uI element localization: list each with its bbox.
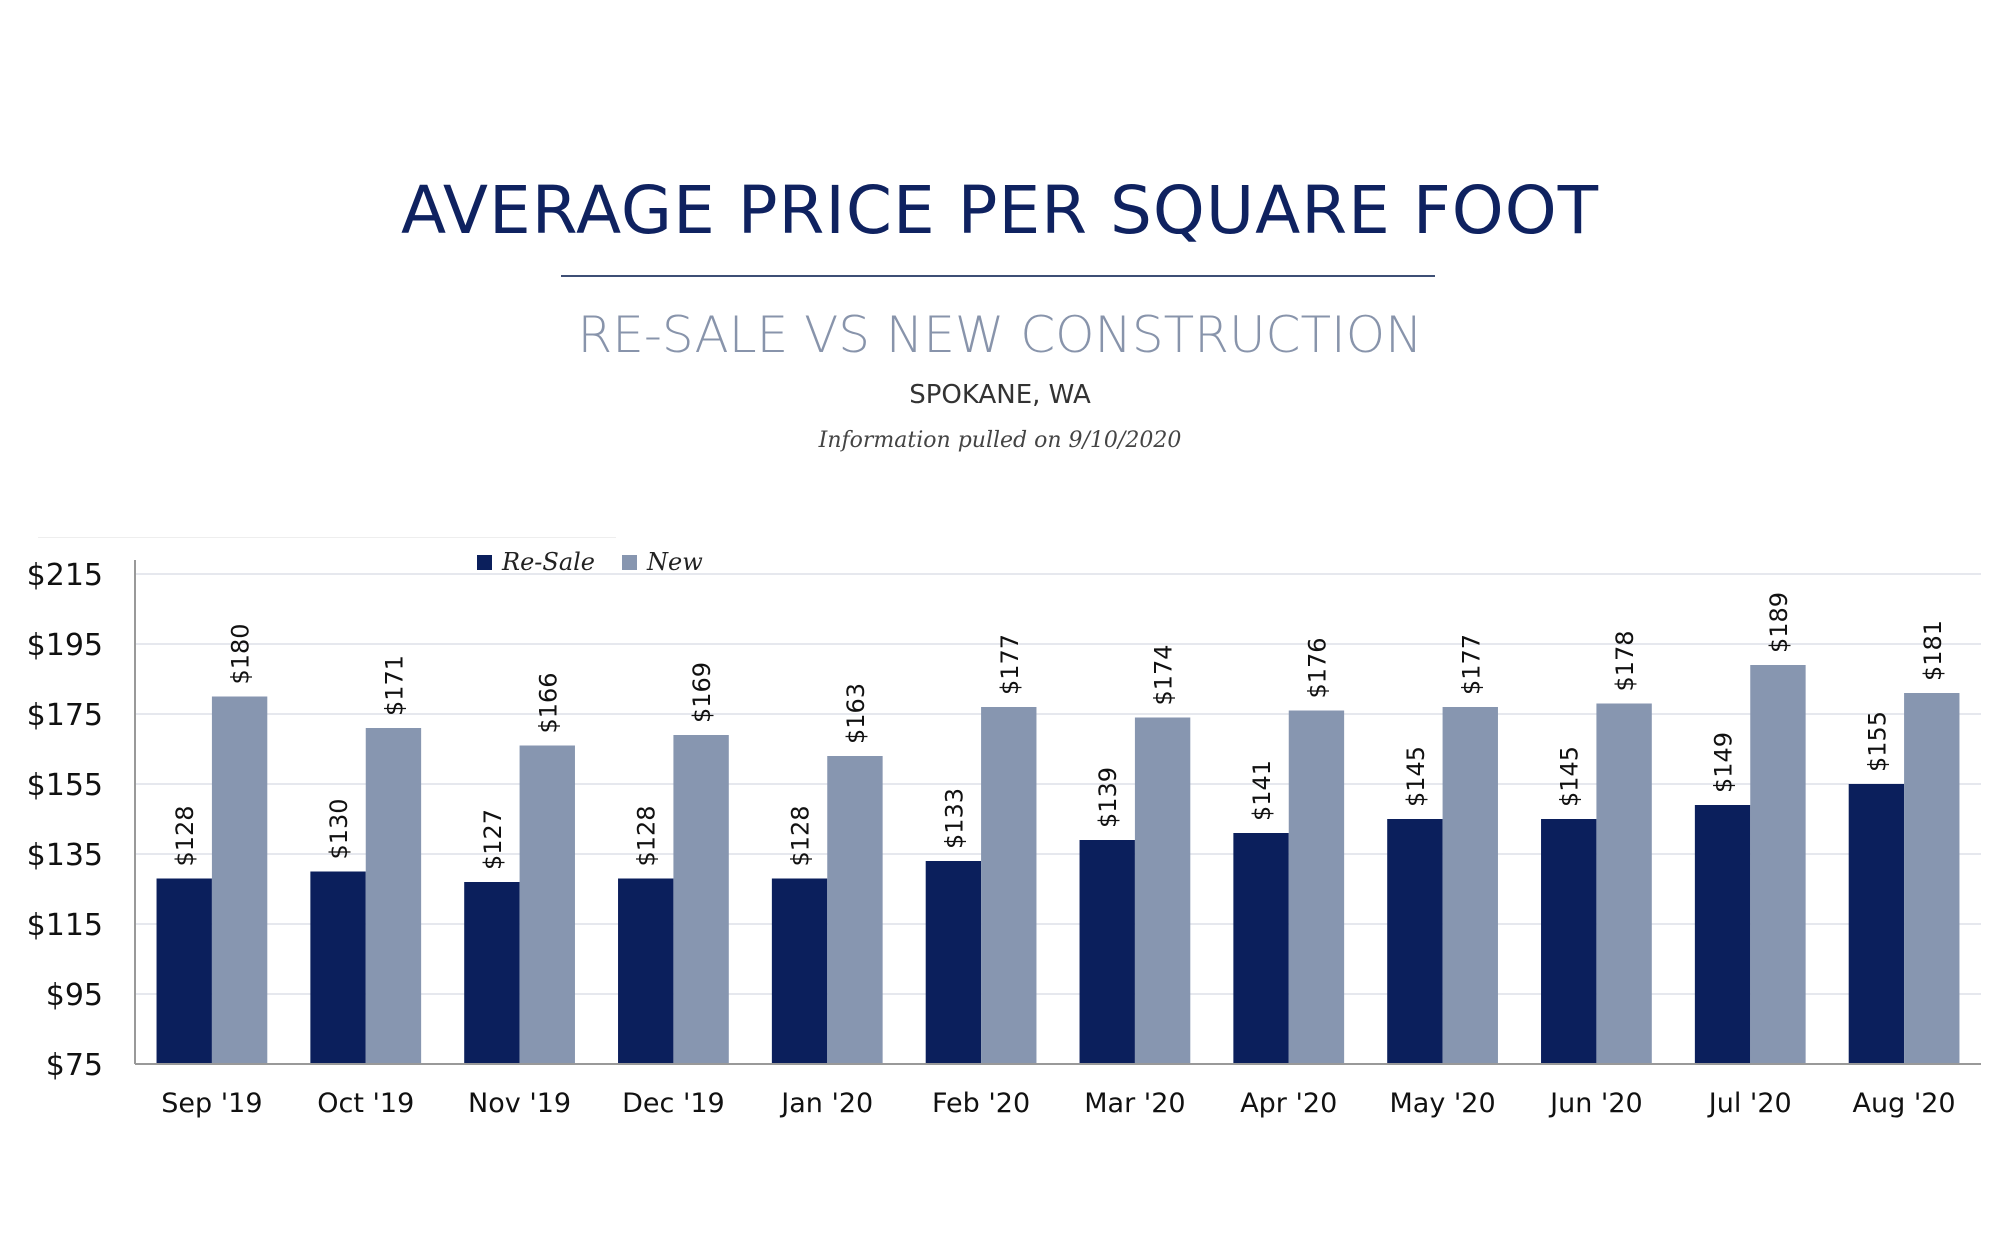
x-tick-label: May '20 (1389, 1088, 1495, 1119)
bar-resale (1079, 840, 1135, 1064)
data-label: $178 (1611, 630, 1639, 691)
legend-swatch-new (622, 555, 637, 570)
data-label: $189 (1765, 592, 1793, 653)
x-tick-label: Mar '20 (1084, 1088, 1185, 1119)
x-tick-label: Apr '20 (1240, 1088, 1337, 1119)
data-label: $130 (325, 798, 353, 859)
bar-resale (464, 882, 520, 1064)
data-label: $171 (380, 655, 408, 716)
bar-new (673, 735, 729, 1064)
data-label: $169 (688, 662, 716, 723)
x-tick-label: Aug '20 (1853, 1088, 1956, 1119)
y-tick-label: $95 (46, 978, 103, 1013)
title-divider (561, 275, 1435, 277)
data-label: $139 (1094, 767, 1122, 828)
y-tick-label: $195 (27, 628, 103, 663)
y-tick-label: $75 (46, 1048, 103, 1083)
x-tick-label: Feb '20 (932, 1088, 1030, 1119)
x-tick-label: Jan '20 (779, 1088, 873, 1119)
y-tick-label: $175 (27, 698, 103, 733)
data-label: $145 (1402, 746, 1430, 807)
data-label: $181 (1919, 620, 1947, 681)
bar-new (211, 696, 268, 1064)
bar-resale (310, 871, 366, 1064)
x-tick-label: Jun '20 (1548, 1088, 1643, 1119)
bar-new (519, 745, 575, 1064)
data-label: $177 (1457, 634, 1485, 695)
bar-new (981, 707, 1037, 1064)
bar-new (1596, 703, 1652, 1064)
bar-resale (1848, 784, 1905, 1064)
bar-resale (618, 878, 674, 1064)
bar-resale (1541, 819, 1597, 1064)
bar-resale (156, 878, 212, 1064)
data-label: $128 (171, 805, 199, 866)
y-tick-label: $215 (27, 558, 103, 593)
legend-swatch-resale (477, 555, 492, 570)
y-tick-label: $115 (27, 908, 103, 943)
data-label: $166 (534, 672, 562, 733)
data-label: $128 (633, 805, 661, 866)
data-label: $127 (479, 809, 507, 870)
y-tick-label: $155 (27, 768, 103, 803)
location-label: SPOKANE, WA (909, 380, 1091, 410)
data-label: $176 (1303, 637, 1331, 698)
data-label: $133 (940, 788, 968, 849)
bar-new (1442, 707, 1498, 1064)
bar-resale (1387, 819, 1443, 1064)
bar-new (1134, 717, 1191, 1064)
bar-new (1288, 710, 1345, 1064)
data-label: $163 (842, 683, 870, 744)
data-label: $155 (1863, 711, 1891, 772)
bar-new (1904, 693, 1960, 1064)
bar-new (827, 756, 883, 1064)
bar-resale (925, 861, 982, 1064)
chart-subtitle: RE-SALE VS NEW CONSTRUCTION (577, 306, 1423, 364)
legend-label: Re-Sale (501, 548, 595, 576)
x-tick-label: Dec '19 (622, 1088, 725, 1119)
data-label: $128 (787, 805, 815, 866)
bar-new (1750, 665, 1806, 1064)
data-label: $180 (227, 623, 255, 684)
data-label: $141 (1248, 760, 1276, 821)
data-label: $177 (996, 634, 1024, 695)
chart-title: AVERAGE PRICE PER SQUARE FOOT (400, 172, 1600, 249)
bar-resale (1694, 805, 1751, 1064)
bar-resale (771, 878, 828, 1064)
legend-label: New (646, 548, 703, 576)
x-tick-label: Nov '19 (468, 1088, 571, 1119)
data-label: $149 (1710, 732, 1738, 793)
legend-divider (38, 537, 616, 538)
bar-resale (1233, 833, 1289, 1064)
bar-new (365, 728, 422, 1064)
x-tick-label: Jul '20 (1707, 1088, 1792, 1119)
data-label: $145 (1556, 746, 1584, 807)
x-tick-label: Sep '19 (161, 1088, 262, 1119)
data-source-note: Information pulled on 9/10/2020 (818, 428, 1182, 453)
y-tick-label: $135 (27, 838, 103, 873)
x-tick-label: Oct '19 (317, 1088, 414, 1119)
data-label: $174 (1150, 644, 1178, 705)
